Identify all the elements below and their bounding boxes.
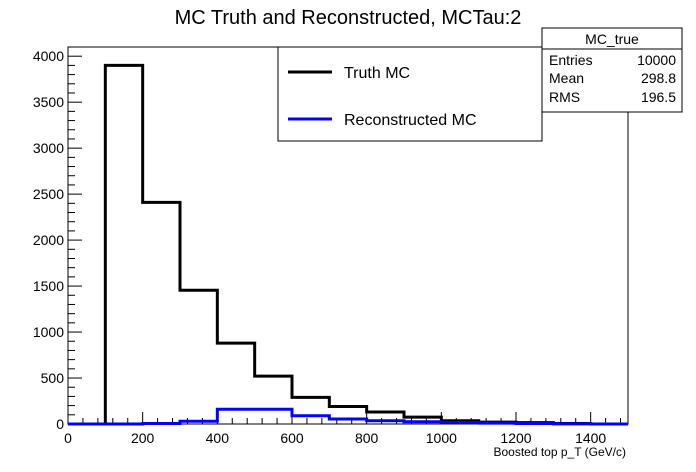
x-tick-label: 1400	[575, 430, 606, 446]
x-tick-label: 200	[131, 430, 155, 446]
series-group	[68, 63, 628, 426]
stats-box: MC_true Entries 10000 Mean 298.8 RMS 196…	[541, 27, 683, 113]
series-line-reconstructed-mc	[68, 407, 628, 426]
stats-name: MC_true	[585, 31, 639, 47]
x-tick-label: 600	[280, 430, 304, 446]
legend-label-reconstructed: Reconstructed MC	[344, 112, 477, 129]
x-axis-label: Boosted top p_T (GeV/c)	[493, 445, 626, 459]
legend-label-truth: Truth MC	[344, 65, 410, 82]
stats-rms-value: 196.5	[641, 89, 676, 105]
y-tick-label: 3500	[33, 94, 64, 110]
x-tick-label: 1200	[500, 430, 531, 446]
y-tick-label: 3000	[33, 140, 64, 156]
y-tick-label: 1500	[33, 278, 64, 294]
stats-entries-value: 10000	[637, 52, 676, 68]
x-tick-label: 1000	[426, 430, 457, 446]
x-axis: 0 200 400 600 800 1000 1200 1400	[64, 412, 622, 446]
y-tick-label: 4000	[33, 48, 64, 64]
legend: Truth MC Reconstructed MC	[277, 46, 543, 142]
stats-entries-label: Entries	[549, 52, 593, 68]
y-tick-label: 2500	[33, 186, 64, 202]
x-tick-label: 400	[206, 430, 230, 446]
chart-title: MC Truth and Reconstructed, MCTau:2	[175, 7, 522, 29]
y-axis: 0 500 1000 1500 2000 2500 3000 3500 4000	[33, 46, 82, 432]
stats-rms-label: RMS	[549, 89, 580, 105]
stats-box-frame	[541, 27, 683, 113]
series-reconstructed-mc	[68, 407, 628, 426]
stats-mean-label: Mean	[549, 70, 584, 86]
legend-box	[277, 46, 543, 142]
y-tick-label: 500	[41, 370, 65, 386]
y-tick-label: 0	[56, 416, 64, 432]
y-tick-label: 2000	[33, 232, 64, 248]
x-tick-label: 0	[64, 430, 72, 446]
y-tick-label: 1000	[33, 324, 64, 340]
x-tick-label: 800	[355, 430, 379, 446]
stats-mean-value: 298.8	[641, 70, 676, 86]
